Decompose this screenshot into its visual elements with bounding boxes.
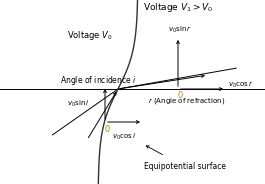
Text: Voltage $V_0$: Voltage $V_0$ — [67, 29, 113, 42]
Text: $r$ (Angle of refraction): $r$ (Angle of refraction) — [148, 96, 225, 106]
Text: Angle of incidence $i$: Angle of incidence $i$ — [60, 74, 137, 87]
Text: $v_0 \sin r$: $v_0 \sin r$ — [168, 25, 192, 35]
Text: Voltage $V_1 > V_0$: Voltage $V_1 > V_0$ — [143, 1, 213, 14]
Text: 0: 0 — [177, 91, 183, 100]
Text: $v_0 \sin i$: $v_0 \sin i$ — [68, 99, 90, 109]
Text: $v_0 \cos r$: $v_0 \cos r$ — [228, 80, 254, 90]
Text: Equipotential surface: Equipotential surface — [144, 162, 226, 171]
Text: 0: 0 — [104, 125, 110, 134]
Text: $v_0 \cos i$: $v_0 \cos i$ — [112, 132, 136, 142]
